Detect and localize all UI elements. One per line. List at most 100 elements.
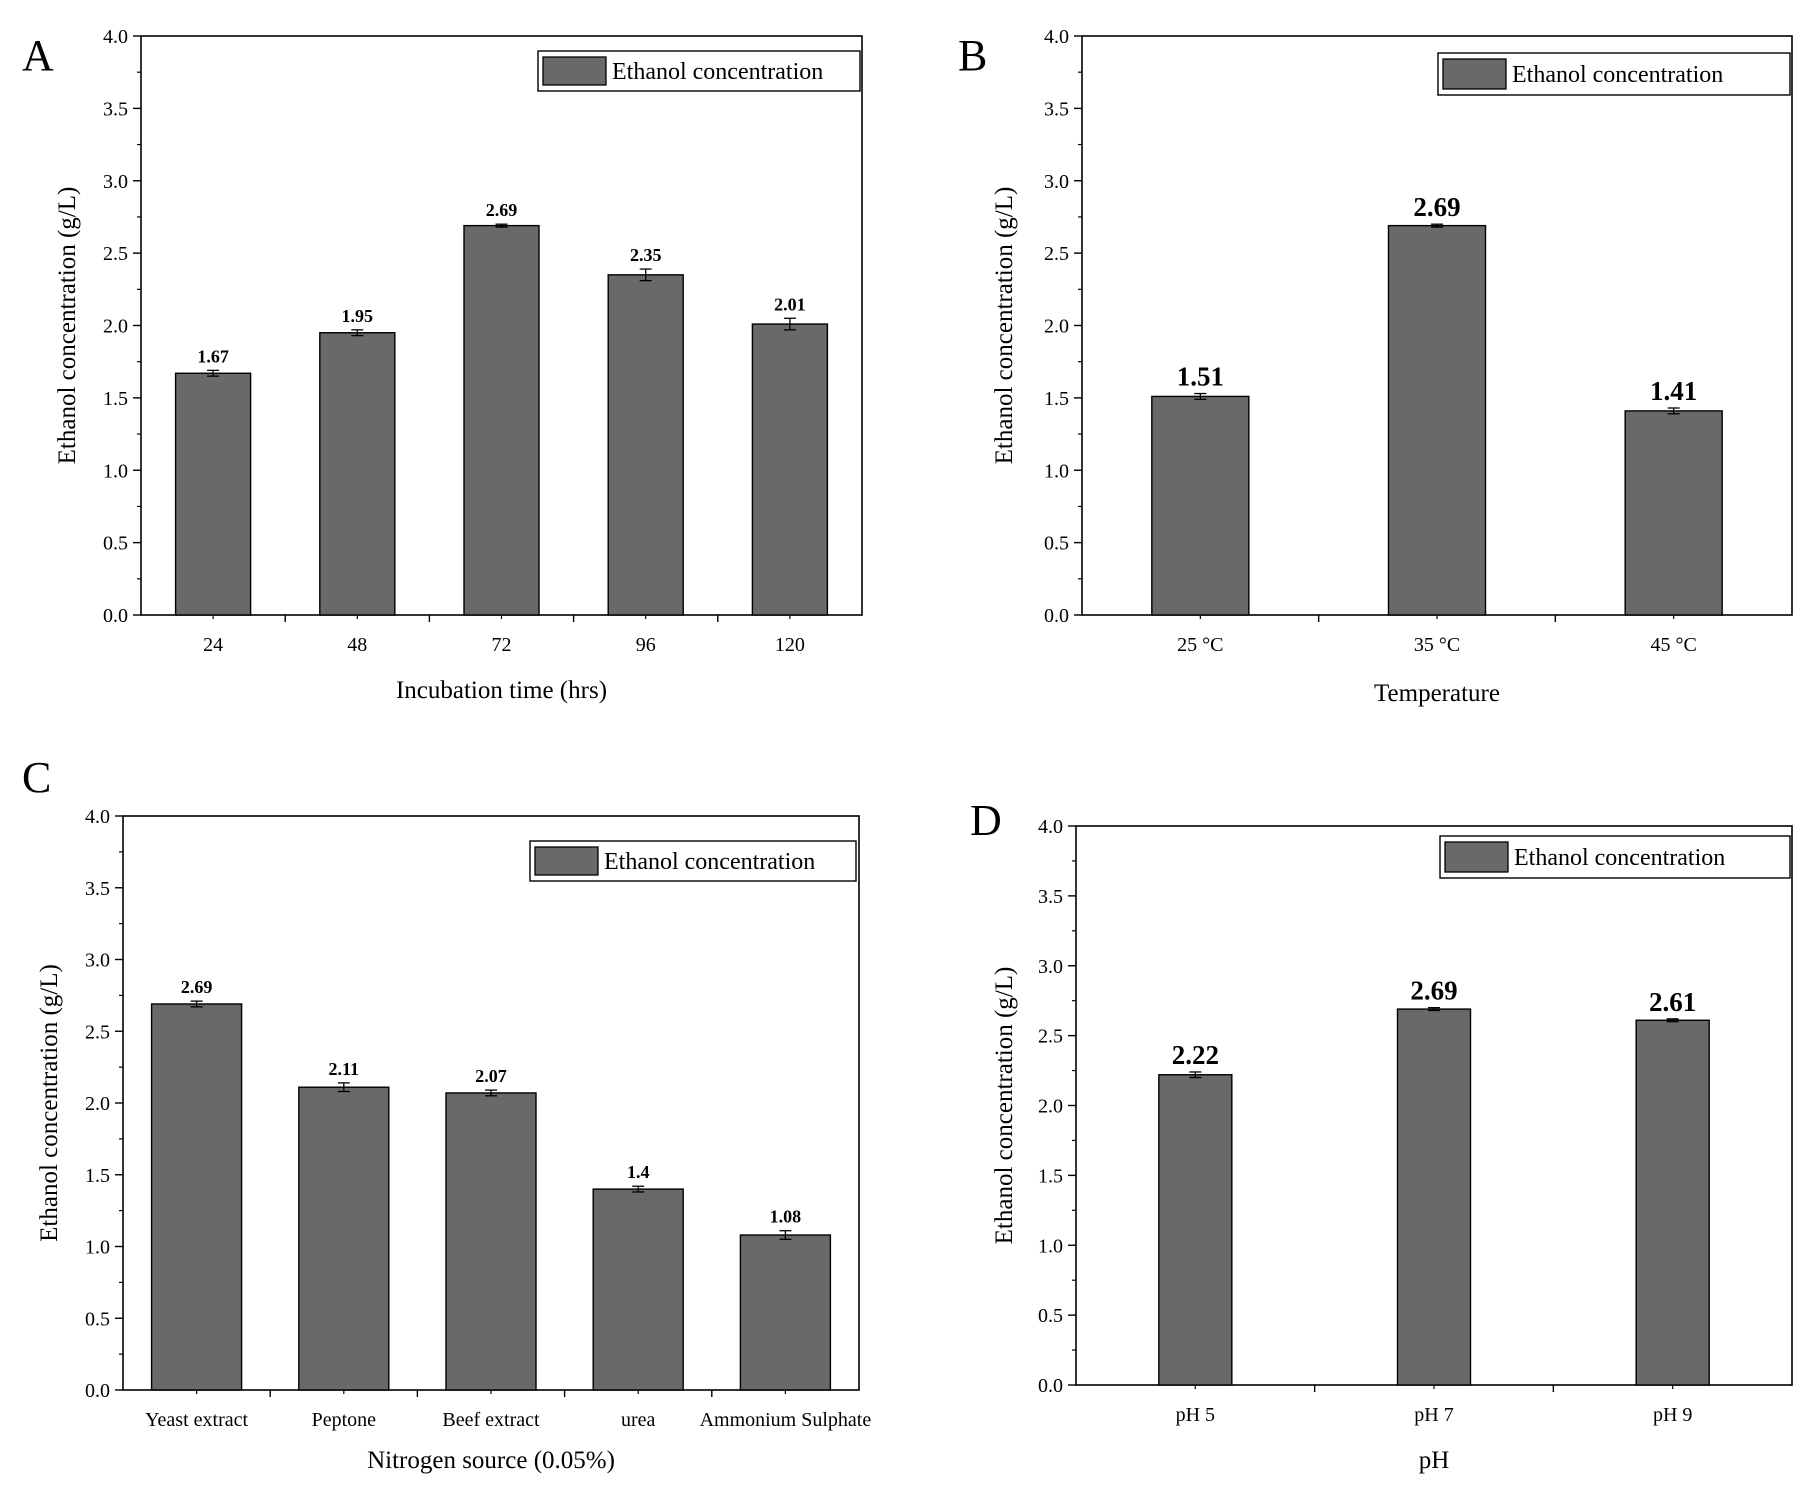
- y-tick-label: 4.0: [103, 26, 128, 48]
- bar: [445, 1092, 537, 1391]
- x-tick-label: 25 °C: [1177, 634, 1223, 656]
- y-axis-title: Ethanol concentration (g/L): [36, 964, 63, 1242]
- legend-label: Ethanol concentration: [1512, 62, 1723, 88]
- data-label: 2.07: [475, 1066, 507, 1086]
- y-tick-label: 0.5: [1038, 1305, 1063, 1327]
- legend: Ethanol concentration: [537, 50, 861, 92]
- legend: Ethanol concentration: [529, 840, 857, 882]
- y-tick-label: 3.0: [85, 950, 110, 972]
- legend-label: Ethanol concentration: [612, 59, 823, 85]
- chart-panel-c: C 0.0 0.5 1.0 1.5 2.0 2.5 3.0 3.5 4.0 Yeast extrac…: [22, 753, 871, 1474]
- y-tick-label: 1.5: [1044, 388, 1069, 410]
- y-tick-label: 0.0: [1038, 1375, 1063, 1397]
- bar: [319, 332, 396, 616]
- y-tick-label: 0.0: [85, 1380, 110, 1402]
- data-label: 1.08: [770, 1207, 802, 1227]
- legend: Ethanol concentration: [1439, 835, 1791, 879]
- data-label: 1.95: [342, 306, 374, 326]
- bar: [607, 274, 684, 616]
- y-tick-label: 4.0: [85, 806, 110, 828]
- bar: [298, 1086, 390, 1391]
- chart-panel-d: D 0.0 0.5 1.0 1.5 2.0 2.5 3.0 3.5 4.0 pH 5 pH 7 pH 9…: [970, 796, 1793, 1474]
- data-label: 2.35: [630, 245, 662, 265]
- legend-swatch: [1444, 841, 1509, 873]
- y-axis-title: Ethanol concentration (g/L): [991, 967, 1018, 1245]
- x-axis-title: Incubation time (hrs): [396, 677, 607, 704]
- y-tick-label: 3.0: [103, 171, 128, 193]
- y-tick-label: 4.0: [1038, 816, 1063, 838]
- x-tick-label: 96: [636, 634, 656, 656]
- panel-letter: B: [958, 31, 987, 80]
- bar: [463, 224, 540, 616]
- x-tick-label: 24: [203, 634, 223, 656]
- x-tick-label: 48: [347, 634, 367, 656]
- y-tick-label: 0.5: [1044, 533, 1069, 555]
- y-tick-label: 0.5: [103, 533, 128, 555]
- data-label: 2.61: [1649, 987, 1696, 1017]
- y-tick-label: 2.5: [85, 1021, 110, 1043]
- y-tick-label: 2.0: [85, 1093, 110, 1115]
- bar: [592, 1188, 684, 1391]
- bar: [1624, 410, 1723, 616]
- x-tick-label: Beef extract: [442, 1409, 540, 1431]
- x-axis-title: Temperature: [1374, 680, 1500, 707]
- panel-letter: D: [970, 796, 1002, 845]
- y-tick-label: 2.5: [1038, 1026, 1063, 1048]
- y-tick-label: 1.5: [1038, 1165, 1063, 1187]
- x-tick-label: Yeast extract: [145, 1409, 248, 1431]
- data-label: 1.67: [197, 346, 229, 366]
- data-label: 2.69: [181, 977, 213, 997]
- x-tick-label: 35 °C: [1414, 634, 1460, 656]
- data-label: 2.11: [329, 1059, 360, 1079]
- x-axis-title: Nitrogen source (0.05%): [367, 1447, 615, 1474]
- y-axis-title: Ethanol concentration (g/L): [991, 187, 1018, 465]
- y-tick-label: 2.0: [1044, 316, 1069, 338]
- data-label: 1.41: [1650, 376, 1697, 406]
- panel-letter: C: [22, 753, 51, 802]
- data-label: 2.69: [486, 200, 518, 220]
- y-tick-label: 2.5: [103, 243, 128, 265]
- y-tick-label: 3.5: [103, 98, 128, 120]
- y-tick-label: 0.0: [103, 605, 128, 627]
- y-tick-label: 2.0: [1038, 1096, 1063, 1118]
- y-tick-label: 0.0: [1044, 605, 1069, 627]
- bar: [751, 323, 829, 616]
- y-tick-label: 3.5: [85, 878, 110, 900]
- bar: [739, 1234, 832, 1391]
- x-tick-label: 120: [775, 634, 805, 656]
- x-tick-label: 72: [492, 634, 512, 656]
- y-tick-label: 1.0: [103, 460, 128, 482]
- y-tick-label: 2.5: [1044, 243, 1069, 265]
- y-tick-label: 3.5: [1044, 98, 1069, 120]
- legend-swatch: [534, 846, 599, 876]
- y-tick-label: 3.0: [1044, 171, 1069, 193]
- x-tick-label: pH 9: [1653, 1404, 1692, 1426]
- y-tick-label: 2.0: [103, 316, 128, 338]
- y-tick-label: 1.5: [103, 388, 128, 410]
- x-tick-label: Ammonium Sulphate: [700, 1409, 872, 1431]
- panel-letter: A: [22, 31, 54, 80]
- x-axis-title: pH: [1419, 1447, 1450, 1474]
- data-label: 2.69: [1413, 192, 1460, 222]
- x-tick-label: pH 5: [1176, 1404, 1215, 1426]
- y-tick-label: 0.5: [85, 1308, 110, 1330]
- legend-label: Ethanol concentration: [604, 849, 815, 875]
- bar: [1635, 1019, 1710, 1386]
- legend-swatch: [1442, 58, 1507, 90]
- bar: [1151, 395, 1250, 616]
- y-axis-title: Ethanol concentration (g/L): [54, 187, 81, 465]
- data-label: 1.4: [627, 1162, 650, 1182]
- data-label: 2.69: [1410, 976, 1457, 1006]
- data-label: 2.01: [774, 294, 806, 314]
- bar: [1387, 224, 1487, 616]
- y-tick-label: 3.0: [1038, 956, 1063, 978]
- chart-panel-b: B 0.0 0.5 1.0 1.5 2.0 2.5 3.0 3.5 4.0 25 °C 35 °C 45…: [958, 26, 1793, 707]
- y-tick-label: 3.5: [1038, 886, 1063, 908]
- bar: [1396, 1008, 1472, 1386]
- bar: [1158, 1074, 1233, 1386]
- x-tick-label: urea: [621, 1409, 656, 1431]
- data-label: 1.51: [1177, 362, 1224, 392]
- legend-label: Ethanol concentration: [1514, 845, 1725, 871]
- bar: [150, 1003, 243, 1391]
